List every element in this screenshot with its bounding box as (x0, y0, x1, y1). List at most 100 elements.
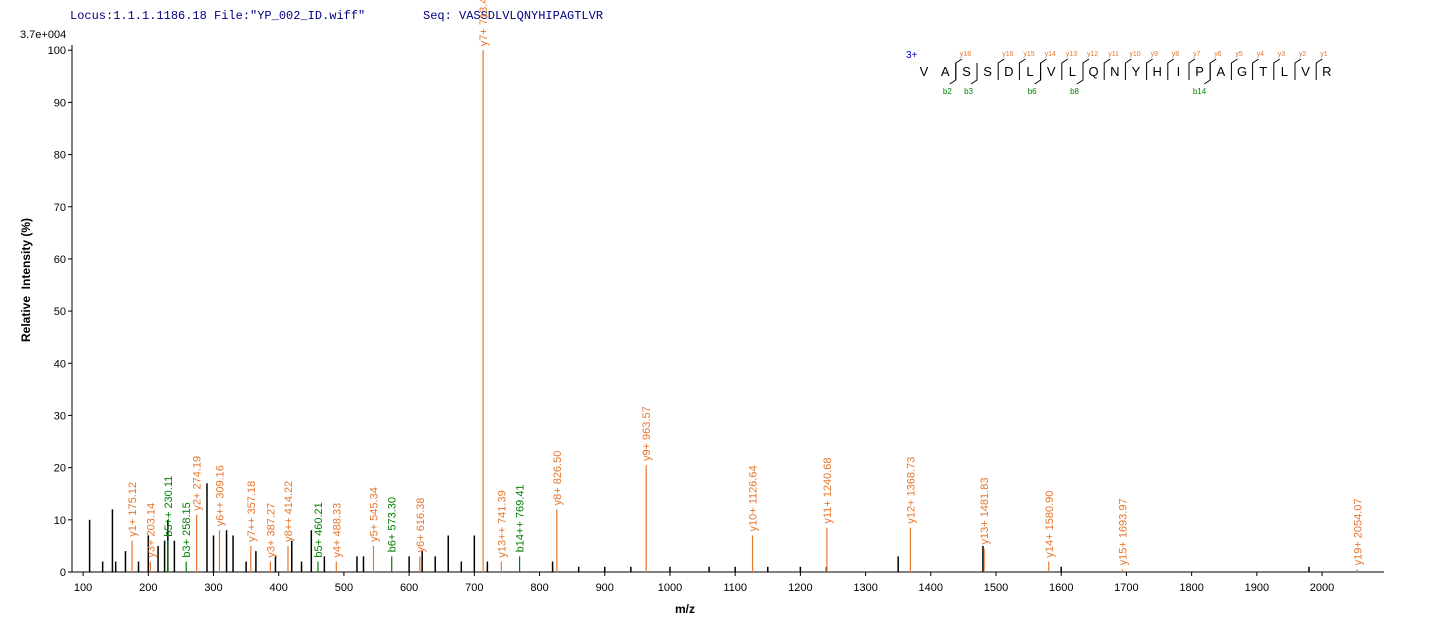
residue: D (1004, 64, 1013, 79)
peak-label: y4+ 488.33 (331, 503, 343, 558)
x-tick-label: 200 (139, 582, 157, 594)
y-bracket (1018, 58, 1026, 80)
x-tick-label: 1000 (658, 582, 682, 594)
x-tick-label: 2000 (1310, 582, 1334, 594)
y-bracket (1146, 58, 1153, 80)
peak-label: y6+ 616.38 (415, 498, 427, 553)
y-tick-label: 0 (60, 567, 66, 579)
residue: V (1301, 64, 1310, 79)
residue: L (1026, 64, 1033, 79)
y-bracket (1040, 58, 1047, 80)
residue: N (1110, 64, 1119, 79)
residue: L (1281, 64, 1288, 79)
b-ion: b14 (1193, 87, 1207, 96)
y-bracket (1124, 58, 1132, 80)
y-ion: y2 (1299, 51, 1307, 58)
x-tick-label: 700 (465, 582, 483, 594)
peak-label: y15+ 1693.97 (1117, 498, 1129, 565)
peak-label: b5+ 460.21 (313, 502, 325, 557)
y-tick-label: 50 (54, 306, 66, 318)
residue: Y (1132, 64, 1141, 79)
y-bracket (1188, 58, 1196, 80)
x-tick-label: 1500 (984, 582, 1008, 594)
y-ion: y10 (1129, 51, 1140, 58)
y-tick-label: 60 (54, 254, 66, 266)
x-tick-label: 400 (270, 582, 288, 594)
peak-label: y5+ 545.34 (368, 487, 380, 542)
peak-label: b14++ 769.41 (515, 484, 527, 552)
x-tick-label: 900 (596, 582, 614, 594)
residue: V (920, 64, 929, 79)
x-tick-label: 1100 (723, 582, 747, 594)
peak-label: y3+ 203.14 (145, 503, 157, 558)
y-tick-label: 30 (54, 410, 66, 422)
x-tick-label: 1600 (1049, 582, 1073, 594)
y-bracket (997, 58, 1005, 80)
x-tick-label: 1800 (1179, 582, 1203, 594)
b-bracket (1076, 63, 1084, 85)
residue: A (941, 64, 950, 79)
peak-label: y19+ 2054.07 (1352, 498, 1364, 565)
y-ion: y18 (960, 51, 971, 58)
y-ion: y16 (1002, 51, 1013, 58)
y-ion: y1 (1320, 51, 1328, 58)
b-ion: b6 (1028, 87, 1037, 96)
y-bracket (1230, 58, 1238, 80)
y-bracket (1209, 58, 1217, 80)
x-tick-label: 300 (204, 582, 222, 594)
y-ion: y14 (1045, 51, 1056, 58)
chart-title: Locus:1.1.1.1186.18 File:"YP_002_ID.wiff… (70, 9, 365, 23)
peak-label: y12+ 1368.73 (905, 457, 917, 524)
y-ion: y6 (1214, 51, 1222, 58)
y-tick-label: 10 (54, 515, 66, 527)
y-bracket (1315, 58, 1323, 80)
y-ion: y3 (1278, 51, 1286, 58)
y-ion: y15 (1023, 51, 1034, 58)
peak-label: y7++ 357.18 (246, 481, 258, 542)
residue: I (1177, 64, 1181, 79)
residue: P (1195, 64, 1204, 79)
y-ion: y11 (1108, 51, 1119, 58)
y-tick-label: 40 (54, 358, 66, 370)
b-ion: b8 (1070, 87, 1079, 96)
peak-label: y2+ 274.19 (192, 456, 204, 511)
y-bracket (1061, 58, 1069, 80)
y-bracket (1294, 58, 1302, 80)
y-ion: y5 (1235, 51, 1243, 58)
x-tick-label: 600 (400, 582, 418, 594)
y-tick-label: 100 (48, 45, 66, 57)
residue: V (1047, 64, 1056, 79)
peak-label: b3+ 258.15 (181, 502, 193, 557)
residue: Q (1089, 64, 1099, 79)
x-tick-label: 100 (74, 582, 92, 594)
peak-label: y8++ 414.22 (283, 481, 295, 542)
residue: H (1153, 64, 1162, 79)
peak-label: b6+ 573.30 (387, 497, 399, 552)
y-axis-label: Relative Intensity (%) (19, 218, 33, 342)
charge: 3+ (906, 50, 918, 61)
b-bracket (1034, 63, 1042, 85)
residue: A (1216, 64, 1225, 79)
peak-label: y7+ 713.43 (478, 0, 490, 46)
peak-label: b5++ 230.11 (163, 476, 175, 537)
x-tick-label: 1700 (1114, 582, 1138, 594)
residue: L (1069, 64, 1076, 79)
y-bracket (1167, 58, 1175, 80)
y-tick-label: 20 (54, 463, 66, 475)
peak-label: y8+ 826.50 (552, 451, 564, 506)
x-tick-label: 800 (530, 582, 548, 594)
b-bracket (949, 63, 957, 85)
peak-label: y10+ 1126.64 (748, 465, 760, 531)
residue: G (1237, 64, 1247, 79)
chart-subtitle: Seq: VASSDLVLQNYHIPAGTLVR (423, 9, 603, 23)
y-ion: y8 (1172, 51, 1180, 58)
peak-label: y13++ 741.39 (496, 490, 508, 557)
x-tick-label: 500 (335, 582, 353, 594)
y-ion: y7 (1193, 51, 1201, 58)
x-tick-label: 1300 (853, 582, 877, 594)
y-bracket (1273, 58, 1281, 80)
residue: S (983, 64, 992, 79)
y-bracket (955, 58, 963, 80)
